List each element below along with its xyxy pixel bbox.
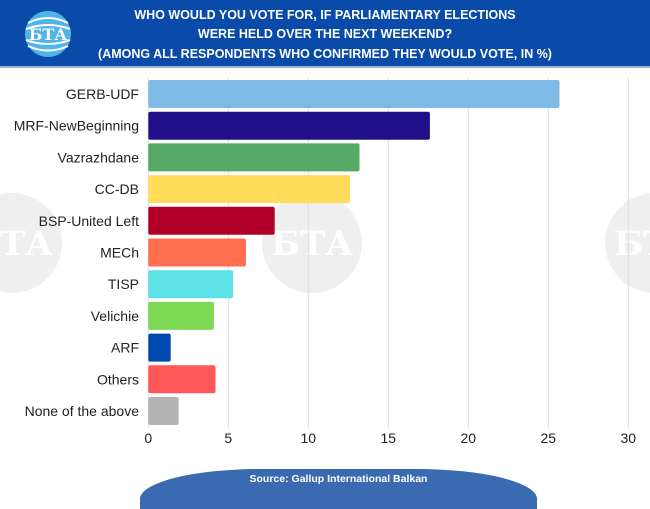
category-label: TISP — [108, 276, 139, 292]
x-tick-label: 15 — [381, 430, 397, 446]
category-label: Others — [97, 371, 139, 387]
x-tick-label: 20 — [461, 430, 477, 446]
bar-mrf-newbeginning — [148, 111, 430, 140]
bta-watermark: БТА — [0, 193, 62, 293]
category-label: ARF — [111, 340, 139, 356]
bar-gerb-udf — [148, 80, 560, 108]
category-label: MECh — [100, 245, 139, 261]
category-label: BSP-United Left — [39, 213, 139, 229]
bar-bsp-united-left — [148, 206, 275, 235]
x-tick-label: 25 — [541, 430, 557, 446]
bar-none-of-the-above — [148, 397, 179, 425]
bar-others — [148, 365, 216, 394]
x-tick-label: 5 — [224, 430, 232, 446]
watermark-text: БТА — [0, 224, 53, 264]
bar-vazrazhdane — [148, 143, 360, 172]
source-text: Source: Gallup International Balkan — [249, 473, 428, 485]
bar-mech — [148, 238, 246, 267]
bta-watermark: БТА — [605, 193, 650, 293]
x-tick-label: 30 — [621, 430, 637, 446]
x-tick-label: 0 — [144, 430, 152, 446]
category-label: GERB-UDF — [66, 86, 139, 102]
x-tick-label: 10 — [301, 430, 317, 446]
bar-chart: БТА БТА БТА 0 5 10 15 20 25 30 GERB-UDF MRF-NewBegi… — [0, 78, 650, 446]
bar-arf — [148, 333, 171, 362]
source-banner: Source: Gallup International Balkan — [140, 469, 537, 509]
bar-tisp — [148, 270, 234, 299]
category-label: None of the above — [25, 403, 140, 419]
category-label: Vazrazhdane — [58, 149, 140, 165]
header-banner: БТА WHO WOULD YOU VOTE FOR, IF PARLIAMEN… — [0, 0, 650, 68]
bar-velichie — [148, 301, 214, 330]
chart-title-line2: WERE HELD OVER THE NEXT WEEKEND? — [197, 27, 453, 41]
bta-logo: БТА — [25, 11, 71, 57]
chart-title-line1: WHO WOULD YOU VOTE FOR, IF PARLIAMENTARY… — [134, 8, 516, 22]
bar-cc-db — [148, 175, 350, 204]
bta-watermark: БТА — [262, 193, 362, 293]
watermark-text: БТА — [271, 224, 353, 264]
chart-subtitle: (AMONG ALL RESPONDENTS WHO CONFIRMED THE… — [98, 47, 552, 61]
category-label: CC-DB — [95, 181, 139, 197]
category-label: Velichie — [91, 308, 139, 324]
watermark-text: БТА — [614, 224, 650, 264]
logo-text: БТА — [29, 25, 68, 44]
category-label: MRF-NewBeginning — [14, 118, 139, 134]
